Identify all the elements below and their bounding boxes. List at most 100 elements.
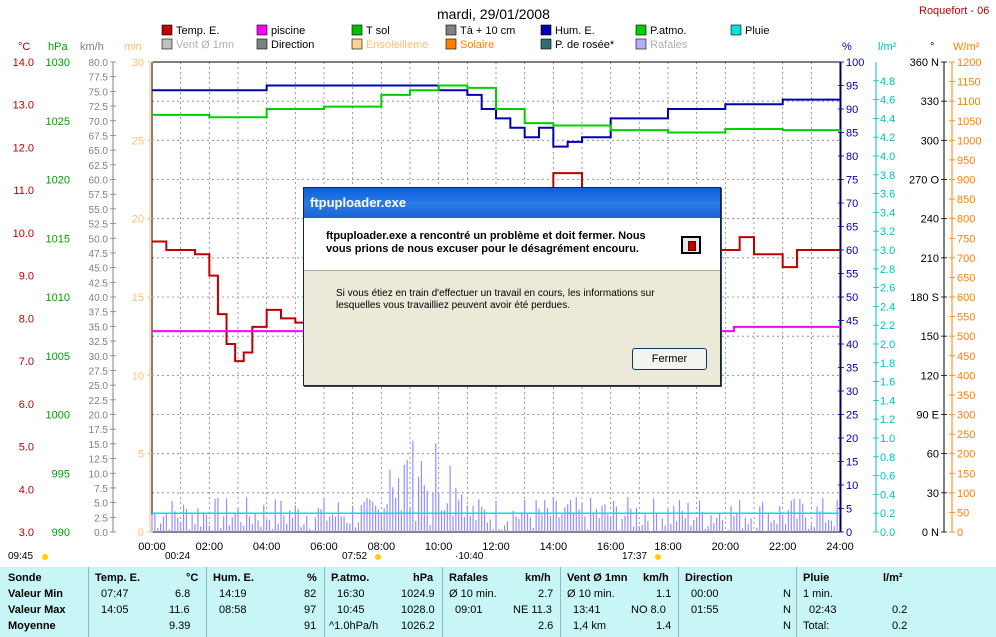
x-tick-label: 06:00 — [310, 541, 338, 553]
y-tick-label: 1.0 — [880, 433, 895, 445]
y-tick-label: 60.0 — [89, 176, 109, 187]
y-tick-label: 270 O — [909, 175, 939, 187]
y-tick-label: 4.6 — [880, 95, 895, 107]
row-label: Moyenne — [8, 620, 56, 632]
y-tick-label: 80 — [846, 151, 858, 163]
y-tick-label: 900 — [957, 175, 975, 187]
summary-col-vent: Vent Ø 1mn km/h Ø 10 min. 1.1 13:41 NO 8… — [560, 567, 678, 637]
y-tick-label: 995 — [52, 468, 70, 480]
y-tick-label: 55 — [846, 269, 858, 281]
y-tick-label: 100 — [846, 57, 864, 69]
y-tick-label: 30.0 — [89, 352, 109, 363]
y-tick-label: 1100 — [957, 96, 981, 108]
y-tick-label: 67.5 — [89, 131, 109, 142]
y-tick-label: 600 — [957, 292, 975, 304]
y-tick-label: 450 — [957, 351, 975, 363]
y-tick-label: 65.0 — [89, 146, 109, 157]
y-tick-label: 30 — [846, 386, 858, 398]
y-tick-label: 65 — [846, 222, 858, 234]
y-tick-label: 330 — [921, 96, 939, 108]
legend-label: Vent Ø 1mn — [176, 39, 234, 51]
col-header: Sonde — [8, 572, 42, 584]
y-tick-label: 7.0 — [19, 356, 34, 368]
y-tick-label: 2.2 — [880, 320, 895, 332]
y-tick-label: 2.6 — [880, 283, 895, 295]
legend-label: Solaire — [460, 39, 494, 51]
axis-unit-label: km/h — [80, 41, 104, 53]
y-tick-label: 22.5 — [89, 396, 109, 407]
y-tick-label: 4.2 — [880, 132, 895, 144]
legend-label: Hum. E. — [555, 25, 595, 37]
y-tick-label: 20 — [132, 214, 144, 226]
legend-swatch — [730, 24, 742, 36]
y-tick-label: 1010 — [46, 292, 70, 304]
y-tick-label: 3.6 — [880, 189, 895, 201]
y-tick-label: 4.0 — [880, 151, 895, 163]
y-tick-label: 30 — [132, 57, 144, 69]
summary-col-pluie: Pluie l/m² 1 min. 02:43 0.2 Total: 0.2 — [796, 567, 917, 637]
y-tick-label: 25 — [846, 410, 858, 422]
y-tick-label: 2.0 — [880, 339, 895, 351]
sun-icon — [42, 554, 48, 560]
axis-unit-label: ° — [930, 41, 934, 53]
chart-legend: Temp. E. piscine T sol Tà + 10 cm Hum. E. P.a… — [161, 24, 769, 51]
y-tick-label: 250 — [957, 429, 975, 441]
y-tick-label: 300 — [921, 135, 939, 147]
y-tick-label: 950 — [957, 155, 975, 167]
y-tick-label: 2.5 — [94, 513, 108, 524]
y-tick-label: 10 — [846, 480, 858, 492]
x-tick-label: 08:00 — [368, 541, 396, 553]
dialog-title[interactable]: ftpuploader.exe — [304, 188, 720, 218]
y-tick-label: 0.6 — [880, 471, 895, 483]
error-dialog: ftpuploader.exe ftpuploader.exe a rencon… — [303, 187, 721, 386]
x-tick-label: 18:00 — [654, 541, 682, 553]
legend-swatch — [540, 38, 552, 50]
y-tick-label: 300 — [957, 410, 975, 422]
y-tick-label: 60 — [846, 245, 858, 257]
y-tick-label: 30 — [927, 488, 939, 500]
y-tick-label: 1.4 — [880, 395, 895, 407]
axis-unit-label: °C — [18, 41, 30, 53]
legend-swatch — [256, 38, 268, 50]
y-tick-label: 45 — [846, 316, 858, 328]
y-tick-label: 1025 — [46, 116, 70, 128]
legend-label: piscine — [271, 25, 305, 37]
y-tick-label: 750 — [957, 233, 975, 245]
y-tick-label: 1150 — [957, 77, 981, 89]
y-tick-label: 3.2 — [880, 226, 895, 238]
y-tick-label: 14.0 — [13, 57, 34, 69]
axis-unit-label: hPa — [48, 41, 68, 53]
y-tick-label: 400 — [957, 370, 975, 382]
y-tick-label: 55.0 — [89, 205, 109, 216]
y-tick-label: 85 — [846, 128, 858, 140]
y-tick-label: 0 — [957, 527, 963, 539]
close-button[interactable]: Fermer — [632, 348, 707, 370]
legend-swatch — [351, 38, 363, 50]
y-tick-label: 990 — [52, 527, 70, 539]
summary-col-rafales: Rafales km/h Ø 10 min. 2.7 09:01 NE 11.3… — [442, 567, 560, 637]
dialog-heading: ftpuploader.exe a rencontré un problème … — [326, 230, 646, 255]
y-tick-label: 90 — [846, 104, 858, 116]
y-tick-label: 95 — [846, 81, 858, 93]
noon-time: 07:52 — [342, 551, 368, 562]
legend-label: P. de rosée* — [555, 39, 615, 51]
legend-label: T sol — [366, 25, 390, 37]
y-tick-label: 12.0 — [13, 142, 34, 154]
y-tick-label: 5.0 — [94, 499, 108, 510]
x-tick-label: 10:00 — [425, 541, 453, 553]
y-tick-label: 40.0 — [89, 293, 109, 304]
y-tick-label: 0 N — [922, 527, 939, 539]
y-tick-label: 1.2 — [880, 414, 895, 426]
y-tick-label: 150 — [921, 331, 939, 343]
y-tick-label: 1.8 — [880, 358, 895, 370]
y-tick-label: 42.5 — [89, 278, 109, 289]
x-tick-label: 20:00 — [712, 541, 740, 553]
y-tick-label: 2.8 — [880, 264, 895, 276]
y-tick-label: 4.0 — [19, 484, 34, 496]
error-icon — [681, 236, 701, 254]
y-tick-label: 3.4 — [880, 207, 895, 219]
noon2-time: ·10:40 — [455, 551, 484, 562]
y-tick-label: 210 — [921, 253, 939, 265]
y-tick-label: 50.0 — [89, 234, 109, 245]
x-tick-label: 12:00 — [482, 541, 510, 553]
